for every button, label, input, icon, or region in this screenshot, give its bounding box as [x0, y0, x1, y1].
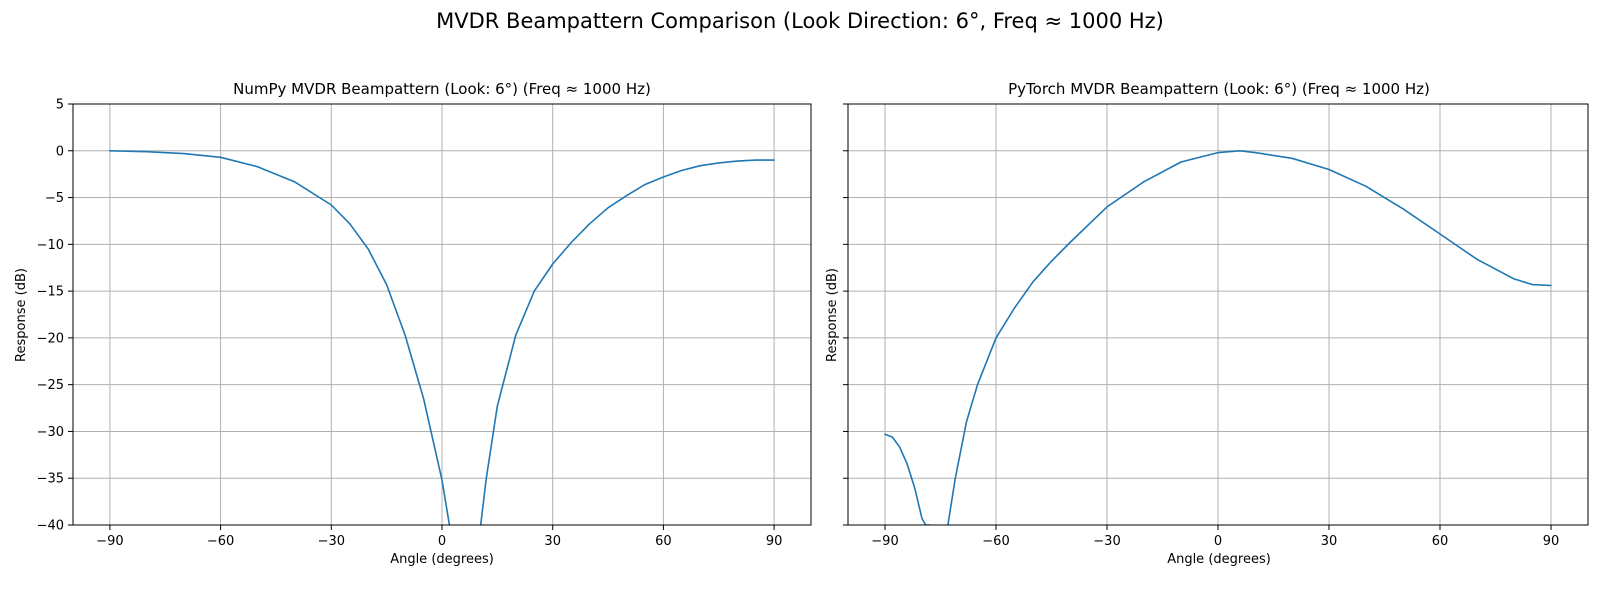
x-tick-label: 90	[1543, 534, 1560, 549]
x-tick-label: 30	[1321, 534, 1338, 549]
y-tick-label: −10	[37, 238, 64, 253]
x-tick-label: 60	[655, 534, 672, 549]
beampattern-line-segment-1	[884, 433, 931, 525]
x-tick-label: −60	[207, 534, 234, 549]
pytorch-beampattern-panel: PyTorch MVDR Beampattern (Look: 6°) (Fre…	[825, 80, 1589, 567]
panel-title: NumPy MVDR Beampattern (Look: 6°) (Freq …	[233, 80, 651, 98]
x-tick-label: −30	[318, 534, 345, 549]
x-tick-label: 30	[544, 534, 561, 549]
y-tick-label: 0	[56, 144, 64, 159]
x-tick-label: 0	[438, 534, 446, 549]
y-axis-label: Response (dB)	[825, 268, 840, 362]
beampattern-line-segment-2	[479, 159, 775, 525]
x-tick-label: 60	[1432, 534, 1449, 549]
beampattern-line-segment-2	[947, 150, 1552, 525]
x-tick-label: 0	[1214, 534, 1222, 549]
x-axis-label: Angle (degrees)	[390, 552, 494, 567]
figure-title: MVDR Beampattern Comparison (Look Direct…	[436, 9, 1164, 33]
y-tick-label: −40	[37, 519, 64, 534]
y-tick-label: −20	[37, 331, 64, 346]
y-tick-label: −35	[37, 472, 64, 487]
x-axis-label: Angle (degrees)	[1167, 552, 1271, 567]
x-tick-label: −90	[871, 534, 898, 549]
x-tick-label: −60	[982, 534, 1009, 549]
y-tick-label: −15	[37, 285, 64, 300]
beampattern-line-segment-1	[109, 150, 451, 525]
panel-title: PyTorch MVDR Beampattern (Look: 6°) (Fre…	[1008, 80, 1430, 98]
y-axis-label: Response (dB)	[14, 268, 29, 362]
x-tick-label: −30	[1093, 534, 1120, 549]
y-tick-label: 5	[56, 98, 64, 113]
y-tick-label: −25	[37, 378, 64, 393]
y-tick-label: −5	[45, 191, 64, 206]
x-tick-label: 90	[766, 534, 783, 549]
x-tick-label: −90	[96, 534, 123, 549]
y-tick-label: −30	[37, 425, 64, 440]
numpy-beampattern-panel: NumPy MVDR Beampattern (Look: 6°) (Freq …	[14, 80, 812, 567]
